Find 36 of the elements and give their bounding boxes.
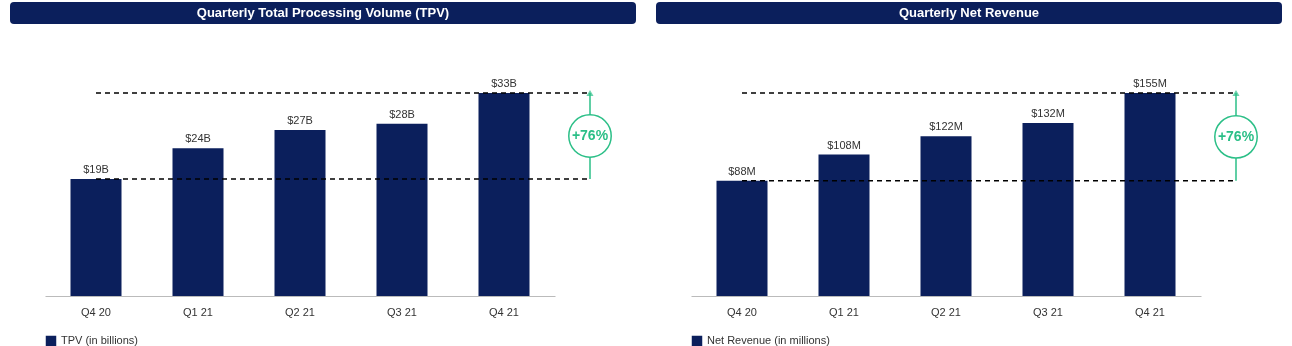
x-tick-label: Q4 20 [81, 305, 111, 318]
bar [172, 148, 224, 296]
bar [376, 123, 428, 296]
annotation: +76% [571, 127, 609, 144]
data-label: $19B [83, 163, 109, 176]
chart-title: Quarterly Net Revenue [656, 2, 1282, 24]
x-tick-label: Q3 21 [1033, 305, 1063, 318]
bar [818, 154, 870, 296]
data-label: $27B [287, 113, 313, 126]
data-label: $88M [728, 164, 756, 177]
data-label: $122M [929, 120, 963, 133]
x-tick-label: Q4 21 [1135, 305, 1165, 318]
bar [70, 179, 122, 296]
x-tick-label: Q2 21 [931, 305, 961, 318]
bar [1022, 123, 1074, 296]
x-tick-label: Q4 21 [489, 305, 519, 318]
x-tick-label: Q2 21 [285, 305, 315, 318]
data-label: $24B [185, 132, 211, 145]
data-label: $33B [491, 77, 517, 89]
x-tick-label: Q4 20 [727, 305, 757, 318]
legend-label: TPV (in billions) [61, 334, 139, 346]
data-label: $108M [827, 138, 861, 151]
x-tick-label: Q3 21 [387, 305, 417, 318]
bar [920, 136, 972, 296]
legend-label: Net Revenue (in millions) [707, 334, 830, 346]
bar [478, 93, 530, 296]
x-tick-label: Q1 21 [829, 305, 859, 318]
bar [1124, 93, 1176, 296]
data-label: $132M [1031, 107, 1065, 120]
bar [274, 129, 326, 296]
x-tick-label: Q1 21 [183, 305, 213, 318]
annotation: +76% [1217, 127, 1255, 144]
chart-title: Quarterly Total Processing Volume (TPV) [10, 2, 636, 24]
data-label: $28B [389, 107, 415, 120]
bar [716, 180, 768, 296]
data-label: $155M [1133, 77, 1167, 89]
